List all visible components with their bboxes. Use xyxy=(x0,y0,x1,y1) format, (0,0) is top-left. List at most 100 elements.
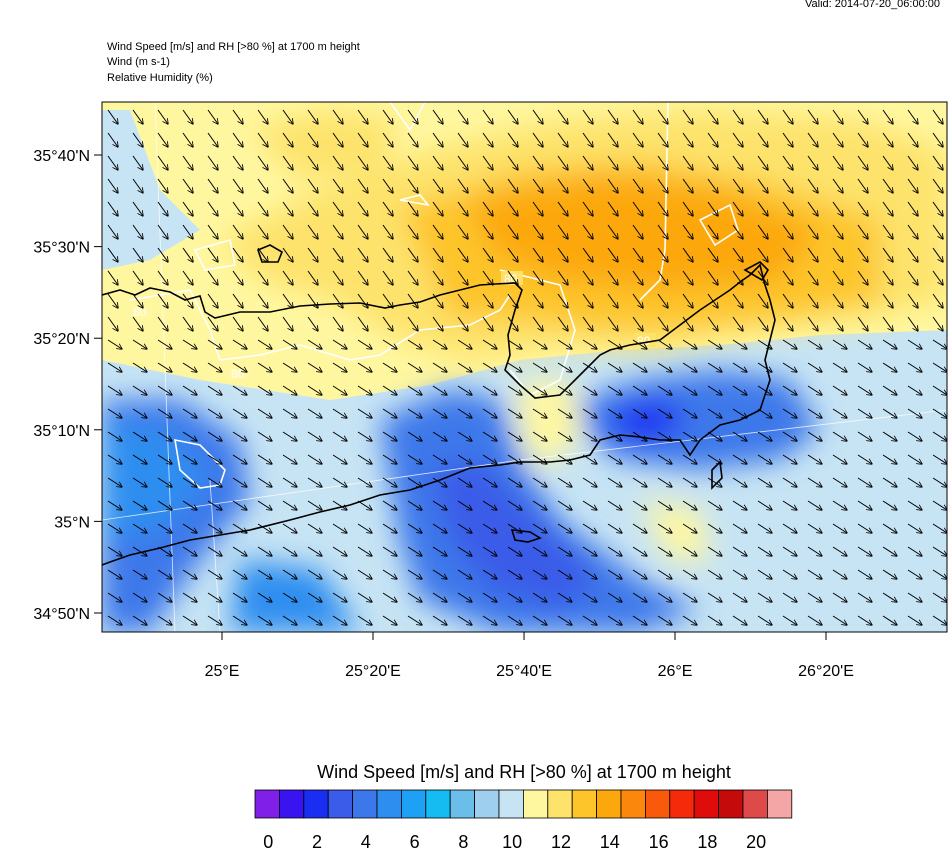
wind-arrow xyxy=(307,247,318,262)
wind-arrow xyxy=(107,500,122,510)
wind-arrow xyxy=(432,201,443,216)
wind-arrow xyxy=(807,569,822,579)
wind-arrow xyxy=(532,316,543,331)
wind-arrow xyxy=(332,546,347,556)
wind-arrow xyxy=(582,592,597,602)
wind-arrow xyxy=(782,201,793,216)
wind-arrow xyxy=(632,477,647,487)
wind-arrow xyxy=(357,408,372,418)
wind-arrow xyxy=(257,615,272,625)
wind-arrow xyxy=(407,569,422,579)
wind-arrow xyxy=(732,569,747,579)
wind-arrow xyxy=(132,523,147,533)
wind-arrow xyxy=(407,247,418,262)
wind-arrow xyxy=(807,109,818,124)
wind-arrow xyxy=(332,431,347,441)
wind-arrow xyxy=(457,178,468,193)
wind-arrow xyxy=(782,316,793,331)
wind-arrow xyxy=(507,155,518,170)
wind-arrow xyxy=(407,385,422,395)
wind-arrow xyxy=(932,362,947,372)
wind-arrow xyxy=(532,178,543,193)
wind-arrow xyxy=(257,362,272,372)
wind-arrow xyxy=(907,408,922,418)
wind-arrow xyxy=(407,546,422,556)
lat-tick-label: 35°10'N xyxy=(33,423,90,440)
wind-arrow xyxy=(157,523,172,533)
wind-arrow xyxy=(707,523,722,533)
wind-arrow xyxy=(432,431,447,441)
wind-arrow xyxy=(607,201,618,216)
wind-arrow xyxy=(257,201,268,216)
wind-arrow xyxy=(457,316,468,331)
wind-arrow xyxy=(607,224,618,239)
wind-arrow xyxy=(307,362,322,372)
wind-arrow xyxy=(532,155,543,170)
wind-arrow xyxy=(582,431,597,441)
wind-arrow xyxy=(732,431,747,441)
wind-arrow xyxy=(882,569,897,579)
wind-arrow xyxy=(182,477,197,487)
wind-arrow xyxy=(432,362,447,372)
wind-arrow xyxy=(607,408,622,418)
wind-arrow xyxy=(457,500,472,510)
wind-arrow xyxy=(307,592,322,602)
wind-arrow xyxy=(532,362,547,372)
wind-arrow xyxy=(407,109,418,124)
wind-arrow xyxy=(557,523,572,533)
wind-arrow xyxy=(132,454,147,464)
wind-arrow xyxy=(432,270,443,285)
wind-arrow xyxy=(732,454,747,464)
wind-arrow xyxy=(857,201,868,216)
wind-arrow xyxy=(507,408,522,418)
wind-arrow xyxy=(582,385,597,395)
wind-arrow xyxy=(607,270,618,285)
wind-arrow xyxy=(532,569,547,579)
wind-arrow xyxy=(832,615,847,625)
colorbar-label: 16 xyxy=(649,832,669,852)
wind-arrow xyxy=(932,178,943,193)
valid-time: Valid: 2014-07-20_06:00:00 xyxy=(805,0,940,10)
wind-arrow xyxy=(107,270,118,285)
wind-arrow xyxy=(132,362,147,372)
wind-arrow xyxy=(332,132,343,147)
rh-subtitle: Relative Humidity (%) xyxy=(107,72,213,84)
wind-arrow xyxy=(207,546,222,556)
wind-arrow xyxy=(232,109,243,124)
wind-arrow xyxy=(357,477,372,487)
wind-arrow xyxy=(232,132,243,147)
wind-arrow xyxy=(182,339,197,349)
wind-arrow xyxy=(507,201,518,216)
wind-arrow xyxy=(507,224,518,239)
wind-arrow xyxy=(632,431,647,441)
wind-arrow xyxy=(282,270,293,285)
wind-arrow xyxy=(407,431,422,441)
wind-arrow xyxy=(257,523,272,533)
wind-arrow xyxy=(282,546,297,556)
wind-arrow xyxy=(632,569,647,579)
wind-arrow xyxy=(132,316,143,331)
wind-arrow xyxy=(207,201,218,216)
wind-arrow xyxy=(457,247,468,262)
wind-arrow xyxy=(132,431,147,441)
wind-arrow xyxy=(682,408,697,418)
wind-arrow xyxy=(357,339,372,349)
wind-arrow xyxy=(307,500,322,510)
colorbar-swatch xyxy=(400,789,427,819)
wind-arrow xyxy=(757,569,772,579)
wind-arrow xyxy=(907,293,918,308)
wind-arrow xyxy=(857,408,872,418)
lon-tick-label: 25°40'E xyxy=(496,663,552,680)
wind-arrow xyxy=(182,569,197,579)
wind-arrow xyxy=(732,109,743,124)
wind-arrow xyxy=(707,247,718,262)
wind-arrow xyxy=(307,477,322,487)
wind-arrow xyxy=(682,247,693,262)
wind-arrow xyxy=(482,615,497,625)
wind-arrow xyxy=(532,247,543,262)
plot-title: Wind Speed [m/s] and RH [>80 %] at 1700 … xyxy=(107,41,360,53)
wind-arrow xyxy=(857,109,868,124)
wind-arrow xyxy=(182,362,197,372)
wind-arrow xyxy=(332,569,347,579)
wind-arrow xyxy=(757,132,768,147)
